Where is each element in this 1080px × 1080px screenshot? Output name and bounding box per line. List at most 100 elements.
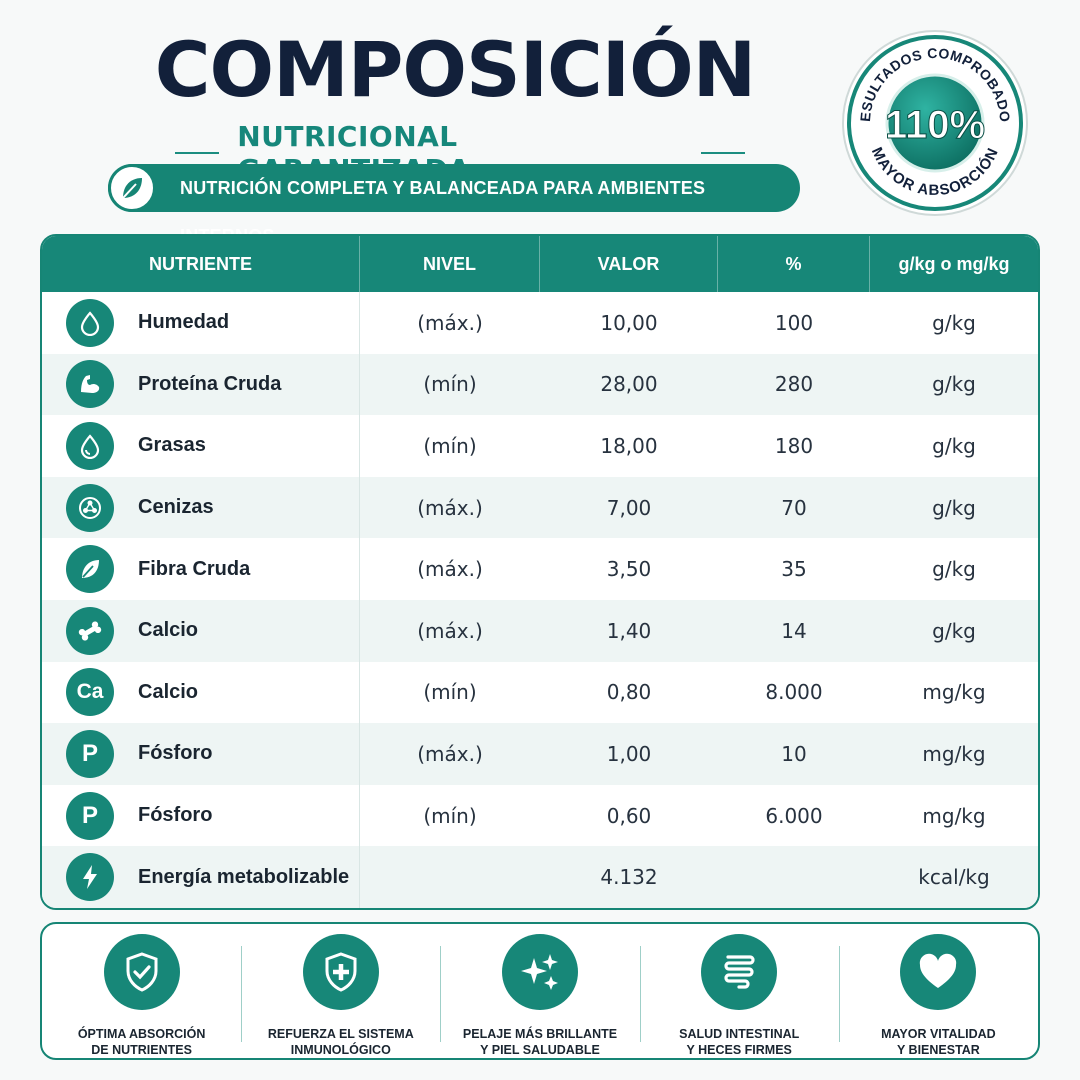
- nutrient-name: Cenizas: [138, 496, 214, 519]
- leaf-icon: [108, 164, 156, 212]
- page-title: COMPOSICIÓN: [154, 25, 757, 114]
- nutrient-cell: Energía metabolizable: [42, 846, 360, 908]
- sparkles-icon: [502, 934, 578, 1010]
- nutrient-level: (mín): [423, 372, 477, 397]
- table-row: Proteína Cruda (mín) 28,00 280 g/kg: [42, 353, 1038, 416]
- benefit-label-line1: ÓPTIMA ABSORCIÓN: [77, 1027, 206, 1041]
- benefit-label-line2: DE NUTRIENTES: [91, 1043, 192, 1057]
- nutrient-unit: kcal/kg: [918, 865, 990, 890]
- table-row: P Fósforo (mín) 0,60 6.000 mg/kg: [42, 784, 1038, 847]
- benefit-label-line2: Y HECES FIRMES: [686, 1043, 792, 1057]
- nutrient-unit: g/kg: [932, 372, 976, 397]
- benefit-label-line2: Y BIENESTAR: [896, 1043, 980, 1057]
- oil-drop-icon: [66, 421, 114, 470]
- table-row: Energía metabolizable 4.132 kcal/kg: [42, 846, 1038, 908]
- nutrient-level: (máx.): [417, 741, 483, 766]
- nutrient-cell: P Fósforo: [42, 784, 360, 847]
- nutrient-unit: mg/kg: [922, 680, 986, 705]
- nutrient-percent: 100: [774, 310, 814, 335]
- nutrient-level: (máx.): [417, 618, 483, 643]
- nutrient-level: (máx.): [417, 557, 483, 582]
- benefits-bar: ÓPTIMA ABSORCIÓN DE NUTRIENTES REFUERZA EL…: [40, 922, 1040, 1060]
- bone-icon: [66, 606, 114, 655]
- table-row: Humedad (máx.) 10,00 100 g/kg: [42, 292, 1038, 354]
- table-header: NUTRIENTE NIVEL VALOR % g/kg o mg/kg: [42, 236, 1038, 292]
- benefit-label: ÓPTIMA ABSORCIÓN DE NUTRIENTES: [57, 1026, 227, 1058]
- benefit-label: REFUERZA EL SISTEMA INMUNOLÓGICO: [256, 1026, 426, 1058]
- tagline-banner: NUTRICIÓN COMPLETA Y BALANCEADA PARA AMB…: [108, 164, 800, 246]
- table-row: Calcio (máx.) 1,40 14 g/kg: [42, 599, 1038, 662]
- nutrient-unit: mg/kg: [922, 741, 986, 766]
- nutrient-value: 3,50: [606, 557, 652, 582]
- badge-value: 110%: [885, 103, 985, 147]
- nutrient-unit: g/kg: [932, 557, 976, 582]
- ca-letters-icon: Ca: [66, 668, 114, 717]
- nutrient-cell: Calcio: [42, 599, 360, 662]
- table-row: Grasas (mín) 18,00 180 g/kg: [42, 415, 1038, 477]
- nutrient-unit: g/kg: [932, 495, 976, 520]
- nutrient-value: 0,80: [606, 680, 652, 705]
- nutrient-percent: 10: [781, 741, 807, 766]
- benefit-label: MAYOR VITALIDAD Y BIENESTAR: [853, 1026, 1023, 1058]
- nutrient-cell: Cenizas: [42, 476, 360, 539]
- nutrient-name: Calcio: [138, 680, 199, 703]
- benefit-label-line1: MAYOR VITALIDAD: [881, 1027, 996, 1041]
- nutrient-cell: Fibra Cruda: [42, 538, 360, 600]
- nutrient-percent: 8.000: [765, 680, 823, 705]
- nutrient-name: Grasas: [138, 434, 206, 457]
- results-badge: RESULTADOS COMPROBADOS MAYOR ABSORCIÓN 1…: [835, 15, 1030, 218]
- nutrient-percent: 180: [774, 433, 814, 458]
- table-row: Ca Calcio (mín) 0,80 8.000 mg/kg: [42, 661, 1038, 724]
- nutrient-value: 18,00: [600, 433, 658, 458]
- benefit-label-line1: SALUD INTESTINAL: [679, 1027, 800, 1041]
- table-row: Cenizas (máx.) 7,00 70 g/kg: [42, 476, 1038, 539]
- table-row: Fibra Cruda (máx.) 3,50 35 g/kg: [42, 538, 1038, 600]
- nutrient-percent: 14: [781, 618, 807, 643]
- nutrient-percent: [718, 846, 870, 908]
- nutrient-name: Fibra Cruda: [138, 557, 251, 580]
- divider-left: [175, 152, 220, 154]
- nutrient-name: Calcio: [138, 619, 199, 642]
- benefit-label: SALUD INTESTINAL Y HECES FIRMES: [654, 1026, 824, 1058]
- benefit-label: PELAJE MÁS BRILLANTE Y PIEL SALUDABLE: [455, 1026, 625, 1058]
- benefit-label-line1: PELAJE MÁS BRILLANTE: [462, 1027, 618, 1041]
- nutrient-unit: mg/kg: [922, 803, 986, 828]
- nutrient-level: (máx.): [417, 495, 483, 520]
- table-body: Humedad (máx.) 10,00 100 g/kg Proteína Cruda (…: [42, 292, 1038, 908]
- benefit-label-line1: REFUERZA EL SISTEMA: [267, 1027, 414, 1041]
- nutrient-value: 0,60: [606, 803, 652, 828]
- nutrient-percent: 6.000: [765, 803, 823, 828]
- nutrient-level: (mín): [423, 680, 477, 705]
- benefit-item: PELAJE MÁS BRILLANTE Y PIEL SALUDABLE: [440, 924, 639, 1058]
- nutrient-cell: Grasas: [42, 415, 360, 477]
- nutrient-value: 1,40: [606, 618, 652, 643]
- nutrient-unit: g/kg: [932, 310, 976, 335]
- nutrient-name: Proteína Cruda: [138, 372, 282, 395]
- column-header: g/kg o mg/kg: [898, 253, 1010, 274]
- nutrient-percent: 280: [774, 372, 814, 397]
- nutrient-value: 7,00: [606, 495, 652, 520]
- shield-cross-icon: [302, 934, 379, 1010]
- nutrient-unit: g/kg: [932, 618, 976, 643]
- lightning-bolt-icon: [66, 853, 114, 902]
- nutrient-value: 1,00: [606, 741, 652, 766]
- nutrient-value: 10,00: [600, 310, 658, 335]
- nutrient-name: Fósforo: [138, 804, 213, 827]
- benefit-item: SALUD INTESTINAL Y HECES FIRMES: [639, 924, 839, 1058]
- water-drop-icon: [66, 298, 114, 347]
- nutrient-value: 4.132: [600, 865, 658, 890]
- nutrient-cell: Proteína Cruda: [42, 353, 360, 416]
- nutrient-percent: 35: [781, 557, 807, 582]
- shield-check-icon: [103, 934, 180, 1010]
- column-header: VALOR: [540, 236, 718, 292]
- nutrient-name: Fósforo: [138, 742, 213, 765]
- nutrient-cell: Ca Calcio: [42, 661, 360, 724]
- p-letter-icon: P: [66, 791, 114, 840]
- nutrient-name: Humedad: [138, 311, 230, 334]
- nutrient-cell: Humedad: [42, 292, 360, 354]
- nutrient-cell: P Fósforo: [42, 723, 360, 785]
- heart-icon: [900, 934, 977, 1010]
- nutrient-percent: 70: [781, 495, 807, 520]
- nutrient-level: (mín): [423, 803, 477, 828]
- benefit-item: ÓPTIMA ABSORCIÓN DE NUTRIENTES: [42, 924, 241, 1058]
